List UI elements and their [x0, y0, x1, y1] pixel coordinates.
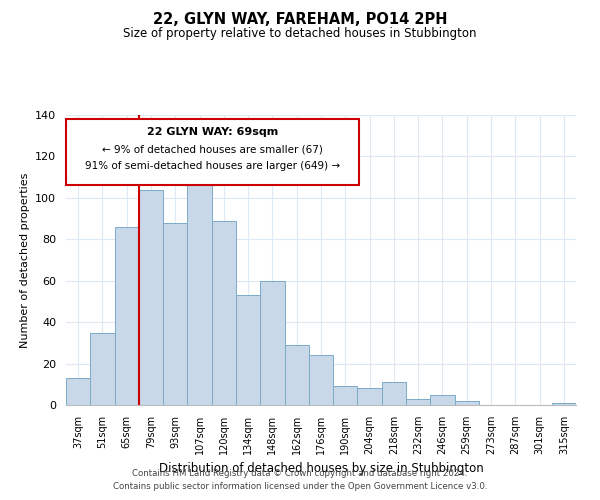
Bar	[382, 382, 406, 405]
Bar	[260, 280, 284, 405]
Bar	[358, 388, 382, 405]
X-axis label: Distribution of detached houses by size in Stubbington: Distribution of detached houses by size …	[158, 462, 484, 475]
Bar	[333, 386, 358, 405]
Bar	[139, 190, 163, 405]
Bar	[187, 184, 212, 405]
Bar	[115, 227, 139, 405]
Bar	[406, 399, 430, 405]
Y-axis label: Number of detached properties: Number of detached properties	[20, 172, 29, 348]
Bar	[309, 356, 333, 405]
Text: Contains public sector information licensed under the Open Government Licence v3: Contains public sector information licen…	[113, 482, 487, 491]
Text: 22, GLYN WAY, FAREHAM, PO14 2PH: 22, GLYN WAY, FAREHAM, PO14 2PH	[153, 12, 447, 28]
Bar	[284, 345, 309, 405]
Bar	[90, 332, 115, 405]
Text: Size of property relative to detached houses in Stubbington: Size of property relative to detached ho…	[123, 28, 477, 40]
Bar	[163, 222, 187, 405]
Bar	[430, 394, 455, 405]
Bar	[66, 378, 90, 405]
FancyBboxPatch shape	[66, 120, 359, 184]
Text: Contains HM Land Registry data © Crown copyright and database right 2024.: Contains HM Land Registry data © Crown c…	[132, 468, 468, 477]
Bar	[455, 401, 479, 405]
Bar	[236, 295, 260, 405]
Text: ← 9% of detached houses are smaller (67): ← 9% of detached houses are smaller (67)	[102, 144, 323, 154]
Text: 91% of semi-detached houses are larger (649) →: 91% of semi-detached houses are larger (…	[85, 162, 340, 172]
Text: 22 GLYN WAY: 69sqm: 22 GLYN WAY: 69sqm	[147, 126, 278, 136]
Bar	[212, 220, 236, 405]
Bar	[552, 403, 576, 405]
